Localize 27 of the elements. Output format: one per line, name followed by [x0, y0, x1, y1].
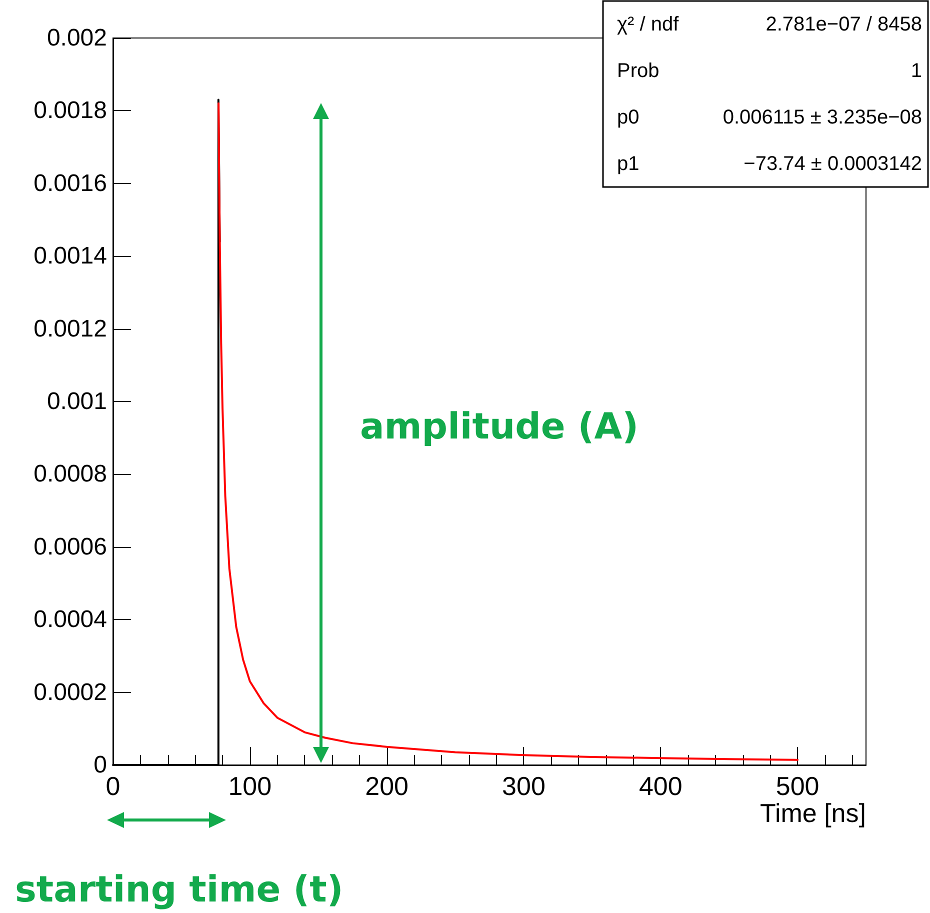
text: χ² / ndf	[617, 13, 680, 36]
y-tick-label: 0.001	[46, 388, 107, 415]
y-tick-label: 0.0002	[34, 678, 107, 706]
annotation: p0	[617, 106, 640, 128]
y-tick-label: 0.0018	[34, 97, 107, 124]
y-tick-label: 0.002	[46, 24, 107, 52]
x-tick-label: 300	[502, 771, 546, 801]
x-tick-label: 400	[638, 771, 682, 801]
y-tick-label: 0.0008	[34, 460, 107, 488]
x-axis-title: Time [ns]	[760, 798, 866, 828]
annotation: Prob	[617, 60, 660, 82]
x-tick-label: 100	[228, 771, 272, 801]
y-tick-label: 0.0014	[34, 242, 107, 270]
annotation: p1	[617, 152, 640, 175]
annotation: amplitude (A)	[360, 406, 639, 448]
text: 2.781e−07 / 8458	[766, 13, 922, 36]
x-tick-label: 500	[776, 771, 820, 801]
y-tick-label: 0.0016	[34, 170, 107, 197]
text: starting time (t)	[15, 870, 344, 910]
y-tick-label: 0.0012	[34, 315, 107, 342]
annotation: 0.006115 ± 3.235e−08	[722, 106, 922, 128]
x-tick-label: 200	[365, 771, 409, 801]
y-tick-label: 0.0004	[34, 606, 107, 634]
y-tick-label: 0.0006	[34, 533, 107, 560]
text: 1	[910, 60, 922, 82]
annotation: −73.74 ± 0.0003142	[744, 152, 922, 175]
y-tick-label: 0	[94, 752, 107, 778]
